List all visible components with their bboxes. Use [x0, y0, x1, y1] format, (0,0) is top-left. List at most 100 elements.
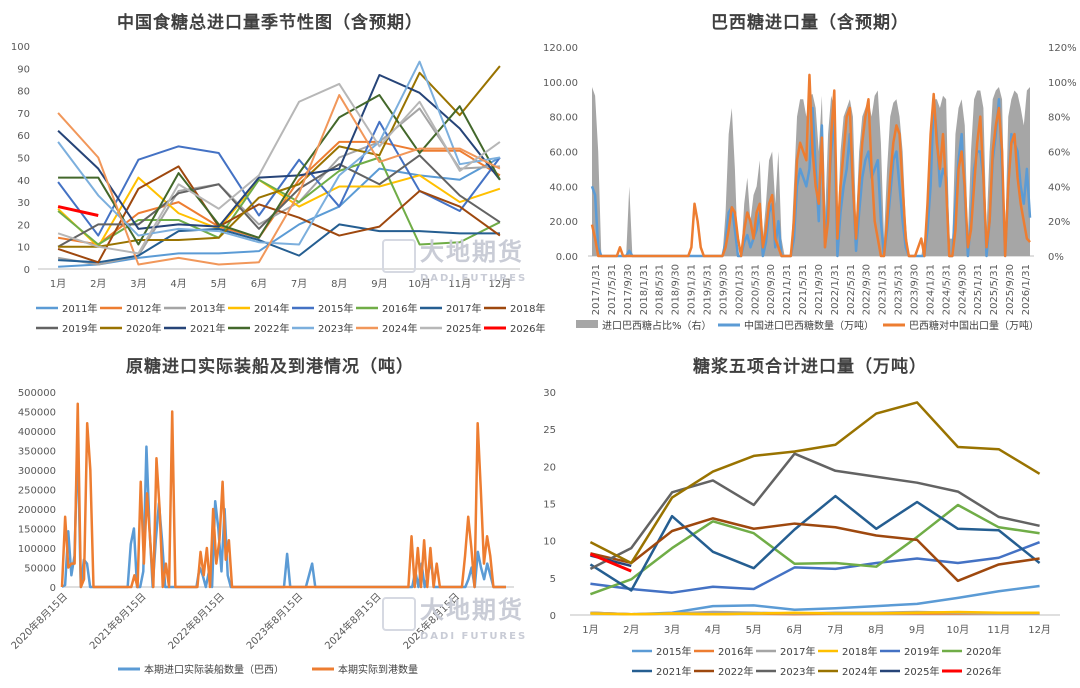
x-tick-label: 3月: [664, 624, 680, 636]
x-tick-label: 2018/1/31: [639, 264, 650, 315]
series-line: [57, 82, 501, 255]
series-line: [57, 174, 501, 248]
y-tick-label: 500000: [18, 388, 56, 399]
x-tick-label: 10月: [408, 278, 431, 290]
y2-tick-label: 80%: [1048, 113, 1070, 124]
legend-label: 本期进口实际装船数量（巴西）: [144, 663, 284, 676]
x-tick-label: 2023年8月15日: [243, 590, 305, 652]
x-tick-label: 5月: [211, 278, 227, 290]
y2-tick-label: 100%: [1048, 78, 1077, 89]
x-tick-label: 1月: [50, 278, 66, 290]
legend-label: 中国进口巴西糖数量（万吨）: [744, 319, 874, 332]
x-tick-label: 2023/9/30: [910, 264, 921, 315]
y-tick-label: 20: [17, 220, 30, 231]
x-tick-label: 8月: [331, 278, 347, 290]
y2-tick-label: 20%: [1048, 217, 1070, 228]
legend-label: 2023年: [780, 665, 815, 678]
x-tick-label: 7月: [827, 624, 843, 636]
series-line: [590, 610, 1040, 616]
y2-tick-label: 60%: [1048, 148, 1070, 159]
series-line: [57, 205, 99, 217]
chart-title: 糖浆五项合计进口量（万吨）: [693, 357, 927, 377]
x-tick-label: 7月: [291, 278, 307, 290]
series-line: [590, 540, 1041, 594]
legend-label: 2021年: [190, 322, 225, 335]
legend-label: 2011年: [62, 302, 97, 315]
x-tick-label: 2月: [623, 624, 639, 636]
x-tick-label: 6月: [251, 278, 267, 290]
chart-c1-plot: 0 10 20 30 40 50 60 70 80 90 100 1月 2月 3月 4月 5月 6月 7月 8月 9月…: [11, 42, 546, 335]
x-tick-label: 2019/1/31: [687, 264, 698, 315]
x-tick-label: 2月: [90, 278, 106, 290]
series-line: [57, 73, 501, 230]
chart-syrup-import: 糖浆五项合计进口量（万吨） 0 5 10 15 20 25 30 1月 2月 3月 4月 5月 6月 7月…: [540, 344, 1080, 688]
y-tick-label: 60: [17, 131, 30, 142]
legend-label: 2021年: [656, 665, 691, 678]
y-tick-label: 150000: [18, 525, 56, 536]
legend-label: 2025年: [904, 665, 939, 678]
y-tick-label: 20.00: [549, 217, 578, 228]
x-tick-label: 2018/5/31: [655, 264, 666, 315]
logo-icon: [382, 238, 416, 273]
x-tick-label: 11月: [987, 624, 1010, 636]
y-tick-label: 40.00: [549, 182, 578, 193]
legend-label: 2023年: [318, 322, 353, 335]
series-area: [592, 87, 1030, 256]
x-tick-label: 2019/9/30: [718, 264, 729, 315]
y-tick-label: 90: [17, 64, 30, 75]
legend-label: 2022年: [254, 322, 289, 335]
series-line: [589, 452, 1040, 571]
series-line: [590, 517, 1040, 583]
legend-label: 2019年: [62, 322, 97, 335]
legend-swatch: [576, 320, 598, 328]
legend-label: 2018年: [842, 645, 877, 658]
series-line: [57, 165, 501, 264]
y-tick-label: 70: [17, 109, 30, 120]
x-tick-label: 2021/5/31: [798, 264, 809, 315]
series-line: [61, 437, 506, 589]
y-tick-label: 200000: [18, 505, 56, 516]
y-tick-label: 15: [543, 500, 556, 511]
series-line: [589, 401, 1041, 565]
y-tick-label: 100.00: [543, 78, 578, 89]
x-tick-label: 2025/1/31: [973, 264, 984, 315]
y-tick-label: 100: [11, 42, 30, 53]
y-tick-label: 30: [543, 388, 556, 399]
y-tick-label: 50: [17, 154, 30, 165]
x-tick-label: 2020年8月15日: [8, 590, 70, 652]
legend-label: 2026年: [966, 665, 1001, 678]
series-line: [57, 60, 501, 246]
legend-label: 进口巴西糖占比%（右）: [602, 319, 712, 332]
x-tick-label: 2017/1/31: [591, 264, 602, 315]
x-tick-label: 2019/5/31: [702, 264, 713, 315]
x-tick-label: 2021年8月15日: [87, 590, 149, 652]
x-tick-label: 2021/9/30: [814, 264, 825, 315]
x-tick-label: 2025/5/31: [989, 264, 1000, 315]
watermark-logo: 大地期货 DADI FUTURES: [382, 232, 527, 284]
x-tick-label: 6月: [786, 624, 802, 636]
y-tick-label: 50000: [24, 564, 56, 575]
y-tick-label: 60.00: [549, 148, 578, 159]
y-tick-label: 0: [550, 611, 556, 622]
x-tick-label: 2022/9/30: [862, 264, 873, 315]
y-tick-label: 0.00: [556, 252, 578, 263]
x-tick-label: 5月: [746, 624, 762, 636]
chart-seasonal-import: 中国食糖总进口量季节性图（含预期） 0 10 20 30 40 50 60 70 80 90 100…: [0, 0, 546, 344]
series-line: [589, 503, 1040, 596]
chart-title: 原糖进口实际装船及到港情况（吨）: [126, 357, 414, 377]
series-line: [58, 223, 500, 264]
chart-c3-plot: 0 50000 100000 150000 200000 250000 300000 3500…: [8, 388, 514, 676]
watermark-logo: 大地期货 DADI FUTURES: [382, 590, 527, 642]
legend-label: 2016年: [718, 645, 753, 658]
legend-label: 2014年: [254, 302, 289, 315]
legend-label: 2017年: [780, 645, 815, 658]
y-tick-label: 10: [17, 243, 30, 254]
y-tick-label: 100000: [18, 544, 56, 555]
y-tick-label: 30: [17, 198, 30, 209]
series-line: [589, 552, 632, 573]
y-tick-label: 0: [24, 265, 30, 276]
y-tick-label: 5: [550, 574, 556, 585]
legend-label: 2015年: [656, 645, 691, 658]
legend-label: 2026年: [510, 322, 545, 335]
y2-tick-label: 120%: [1048, 43, 1077, 54]
